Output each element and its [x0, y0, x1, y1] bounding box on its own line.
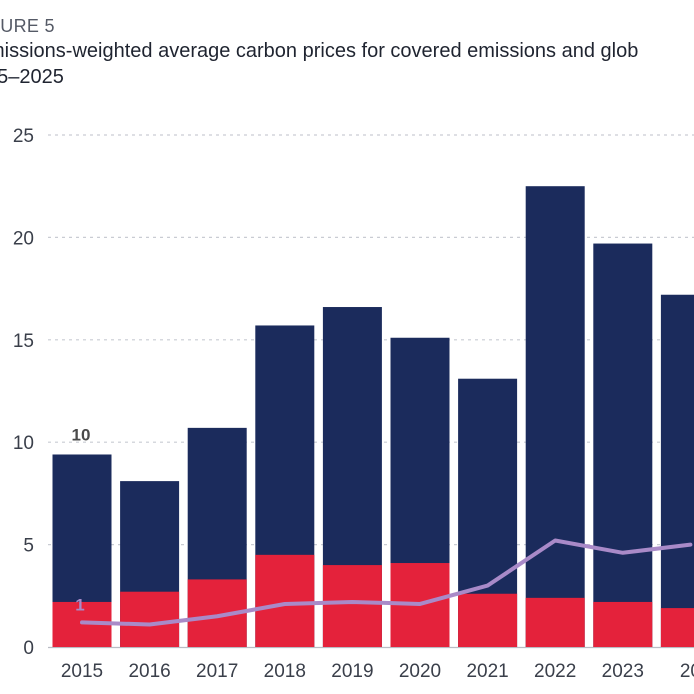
x-tick-label: 2022 [534, 661, 576, 682]
data-label: 10 [72, 425, 91, 444]
x-tick-label: 20 [680, 661, 694, 682]
chart-title-line-2: 15–2025 [0, 66, 64, 88]
y-tick-label: 10 [13, 433, 34, 454]
x-tick-label: 2018 [264, 661, 306, 682]
data-label: 1 [75, 595, 84, 614]
x-tick-label: 2015 [61, 661, 103, 682]
bar-covered [660, 294, 694, 647]
x-tick-label: 2019 [331, 661, 373, 682]
y-tick-label: 15 [13, 331, 34, 352]
bar-global [660, 608, 694, 647]
line-series [80, 538, 693, 627]
bar-global [322, 565, 382, 647]
bar-global [255, 554, 315, 647]
figure-label: GURE 5 [0, 16, 55, 36]
bar-global [458, 593, 518, 647]
x-tick-label: 2016 [128, 661, 170, 682]
bar-covered [525, 186, 585, 647]
x-tick-label: 2021 [466, 661, 508, 682]
bar-global [525, 597, 585, 647]
y-tick-label: 25 [13, 126, 34, 147]
y-tick-label: 20 [13, 228, 34, 249]
chart-title-line-1: missions-weighted average carbon prices … [0, 40, 639, 62]
bar-global [120, 591, 180, 647]
x-tick-label: 2020 [399, 661, 441, 682]
bar-global [593, 601, 653, 647]
x-tick-label: 2023 [602, 661, 644, 682]
x-tick-label: 2017 [196, 661, 238, 682]
y-tick-label: 5 [23, 536, 34, 557]
y-tick-label: 0 [23, 638, 34, 659]
bar-covered [593, 243, 653, 647]
